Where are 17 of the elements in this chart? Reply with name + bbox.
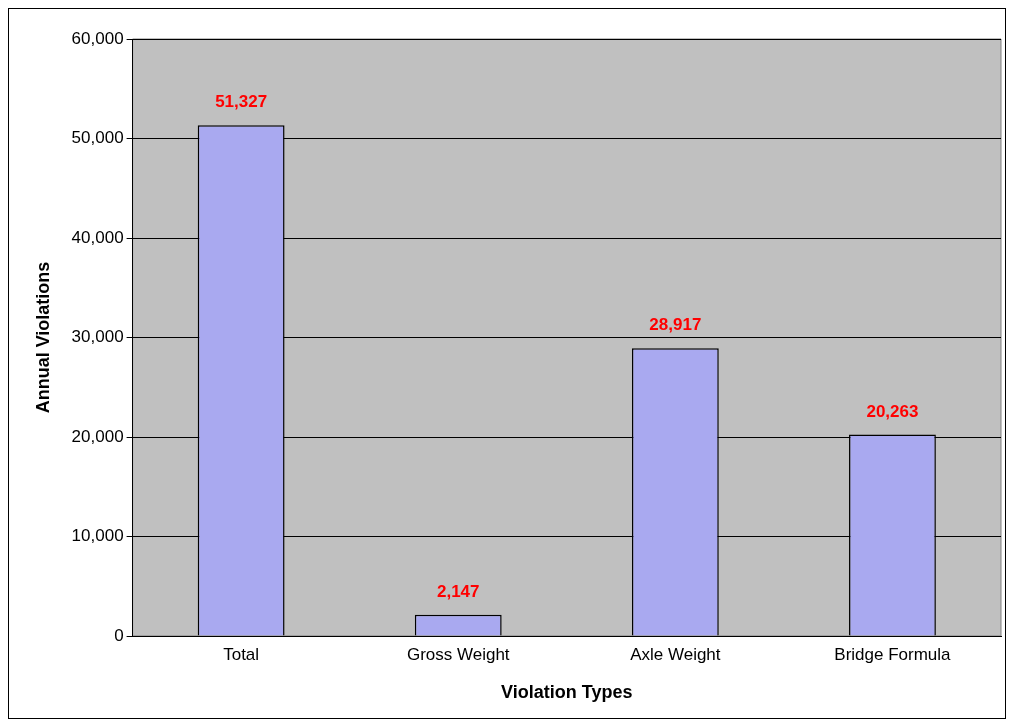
y-axis-title: Annual Violations: [32, 261, 53, 414]
y-tick-label: 60,000: [71, 28, 124, 48]
x-tick-label: Bridge Formula: [834, 644, 952, 664]
data-label: 28,917: [649, 315, 702, 335]
x-tick-label: Gross Weight: [406, 644, 510, 664]
data-label: 2,147: [436, 581, 480, 601]
y-tick-label: 40,000: [71, 227, 124, 247]
x-axis-title: Violation Types: [501, 682, 633, 703]
x-tick-label: Axle Weight: [630, 644, 721, 664]
y-tick-label: 20,000: [71, 426, 124, 446]
x-tick-label: Total: [223, 644, 260, 664]
y-tick-label: 0: [114, 625, 124, 645]
data-label: 20,263: [866, 401, 919, 421]
y-tick-label: 10,000: [71, 526, 124, 546]
y-tick-label: 50,000: [71, 128, 124, 148]
y-tick-label: 30,000: [71, 327, 124, 347]
data-label: 51,327: [215, 92, 268, 112]
